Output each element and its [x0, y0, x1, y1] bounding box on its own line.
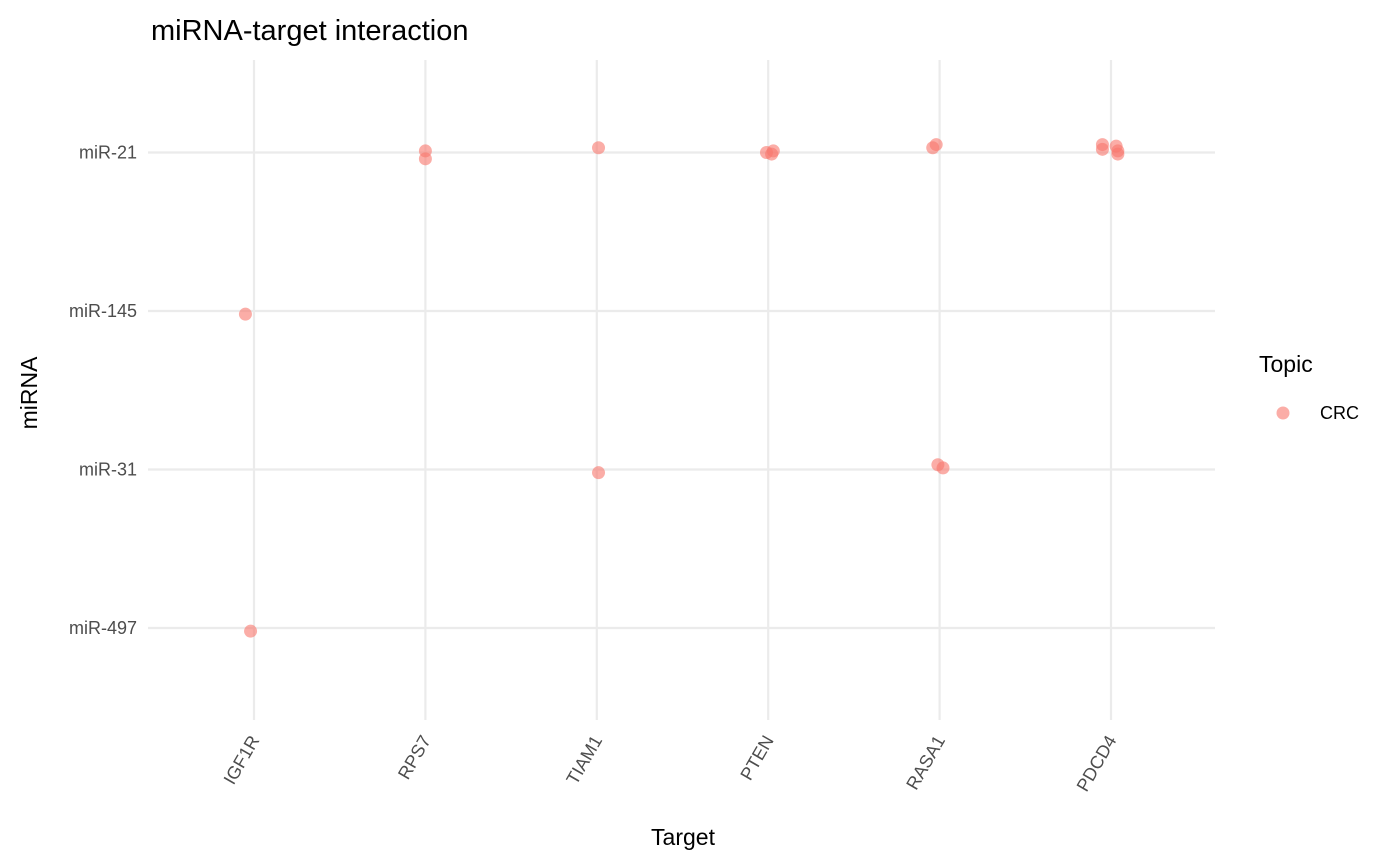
y-tick-labels: miR-497 miR-31 miR-145 miR-21 — [69, 143, 137, 639]
legend-title: Topic — [1259, 351, 1313, 377]
y-tick-label: miR-497 — [69, 618, 137, 638]
data-points — [238, 138, 1125, 638]
data-point — [592, 141, 606, 155]
data-point — [1095, 142, 1109, 156]
y-tick-label: miR-31 — [79, 460, 137, 480]
x-tick-label: PDCD4 — [1073, 732, 1121, 795]
y-tick-label: miR-145 — [69, 301, 137, 321]
x-tick-label: RASA1 — [902, 732, 949, 793]
legend-label: CRC — [1320, 403, 1359, 423]
data-point — [244, 624, 258, 638]
x-tick-label: IGF1R — [220, 732, 264, 788]
x-tick-label: RPS7 — [394, 732, 435, 783]
legend-entries: CRC — [1276, 403, 1359, 423]
grid — [148, 60, 1215, 720]
x-tick-labels: IGF1R RPS7 TIAM1 PTEN RASA1 PDCD4 — [220, 732, 1121, 795]
data-point — [765, 147, 779, 161]
x-axis-title: Target — [651, 824, 716, 850]
data-point — [592, 466, 606, 480]
data-point — [1111, 147, 1125, 161]
data-point — [238, 307, 252, 321]
legend-key — [1276, 406, 1290, 420]
data-point — [936, 461, 950, 475]
data-point — [929, 138, 943, 152]
chart-title: miRNA-target interaction — [151, 15, 469, 47]
x-tick-label: PTEN — [736, 732, 777, 784]
data-point — [418, 152, 432, 166]
y-axis-title: miRNA — [16, 356, 42, 429]
legend: Topic CRC — [1259, 351, 1359, 423]
y-tick-label: miR-21 — [79, 143, 137, 163]
x-tick-label: TIAM1 — [562, 732, 606, 788]
